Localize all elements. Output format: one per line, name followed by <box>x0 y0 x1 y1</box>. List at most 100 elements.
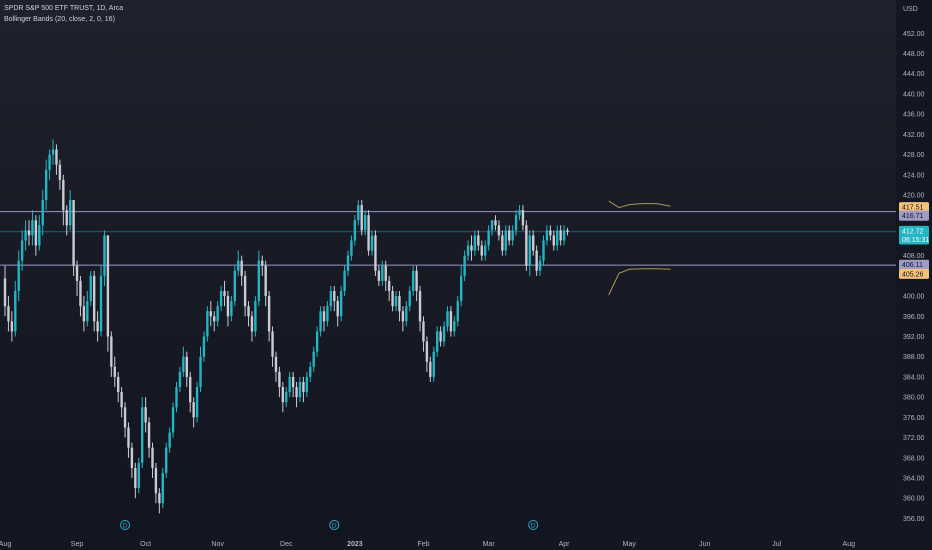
candle-body <box>477 235 480 246</box>
candle <box>470 235 473 261</box>
candle-body <box>432 351 435 377</box>
candle <box>391 285 394 312</box>
candle-body <box>216 306 219 322</box>
candle <box>377 265 381 286</box>
candle <box>435 326 439 357</box>
time-axis-label: Mar <box>483 541 496 548</box>
candle <box>240 255 243 286</box>
price-axis-label: 396.00 <box>903 314 925 321</box>
candle-body <box>363 215 367 231</box>
candle-body <box>264 265 267 297</box>
candle <box>353 215 357 246</box>
price-axis-label: 432.00 <box>903 132 925 139</box>
candle <box>62 174 65 226</box>
candle-body <box>480 245 483 256</box>
candle-body <box>398 296 401 312</box>
candle <box>466 240 470 261</box>
candle-body <box>168 432 171 448</box>
candle <box>264 260 267 307</box>
candle-body <box>127 427 130 448</box>
time-axis[interactable]: Aug Sep Oct Nov Dec 2023 Feb Mar Apr May Jun Jul Aug <box>0 536 896 550</box>
candle-body <box>353 220 357 241</box>
candle <box>267 291 271 342</box>
candle <box>374 230 377 276</box>
candle-body <box>158 493 161 504</box>
candle-body <box>490 220 494 231</box>
candle-body <box>566 230 569 232</box>
candle <box>92 270 96 332</box>
candle <box>254 296 257 337</box>
candle <box>147 417 151 458</box>
candle-body <box>96 321 99 332</box>
candle <box>532 230 535 256</box>
candle-body <box>487 230 490 246</box>
candle <box>439 326 442 347</box>
price-axis-label: 368.00 <box>903 455 925 462</box>
candle <box>508 225 511 246</box>
candle <box>219 285 223 312</box>
candle-body <box>17 260 20 292</box>
candle <box>86 291 89 327</box>
price-axis-label: 384.00 <box>903 374 925 381</box>
candle <box>158 488 161 514</box>
price-axis-label: 364.00 <box>903 475 925 482</box>
candle-body <box>381 265 384 281</box>
candle <box>79 275 82 317</box>
candle-body <box>470 245 473 251</box>
candle-body <box>394 296 398 307</box>
candle <box>113 356 116 388</box>
candle-body <box>562 230 566 241</box>
price-badge: 406.11 <box>899 259 929 270</box>
candle <box>195 381 199 423</box>
candle <box>7 296 10 332</box>
candle <box>38 215 41 251</box>
candle <box>535 245 538 276</box>
candle <box>250 311 254 342</box>
candle-body <box>285 392 288 403</box>
candle-body <box>415 270 418 292</box>
candle-body <box>14 291 17 332</box>
candle <box>89 270 92 307</box>
candle <box>243 270 247 317</box>
candle-body <box>528 235 531 266</box>
candle <box>501 230 504 256</box>
candle <box>333 285 336 312</box>
price-axis-label: 428.00 <box>903 152 925 159</box>
candle <box>384 260 387 292</box>
candle <box>398 291 401 322</box>
candle <box>96 311 99 342</box>
candle <box>463 250 466 281</box>
time-axis-label: Feb <box>417 541 429 548</box>
symbol-title[interactable]: SPDR S&P 500 ETF TRUST, 1D, Arca <box>4 5 124 12</box>
candle-body <box>556 230 559 246</box>
candle-body <box>473 235 477 251</box>
candle <box>51 139 55 165</box>
candle <box>418 285 422 332</box>
candle <box>456 296 459 327</box>
candle <box>171 402 175 438</box>
bollinger-bands <box>608 200 671 296</box>
candle <box>178 366 182 393</box>
candle <box>247 301 250 327</box>
indicator-label[interactable]: Bollinger Bands (20, close, 2, 0, 16) <box>4 16 115 23</box>
candle <box>343 265 346 297</box>
candle-body <box>62 179 65 211</box>
price-badge-label: 412.72 <box>902 228 924 235</box>
candle-body <box>288 376 291 393</box>
candle <box>429 356 432 382</box>
candle <box>542 235 545 266</box>
candle-body <box>535 250 538 271</box>
candle-body <box>538 260 542 271</box>
price-axis-label: 424.00 <box>903 172 925 179</box>
time-axis-label: Sep <box>71 541 84 548</box>
candle <box>381 260 384 286</box>
candle-body <box>75 265 79 281</box>
price-badge: 412.72 <box>899 225 929 236</box>
candle <box>319 306 322 337</box>
candle-body <box>315 331 319 352</box>
chart-legend: SPDR S&P 500 ETF TRUST, 1D, Arca Bolling… <box>4 3 123 25</box>
candle <box>134 462 137 499</box>
candle-body <box>542 240 545 261</box>
